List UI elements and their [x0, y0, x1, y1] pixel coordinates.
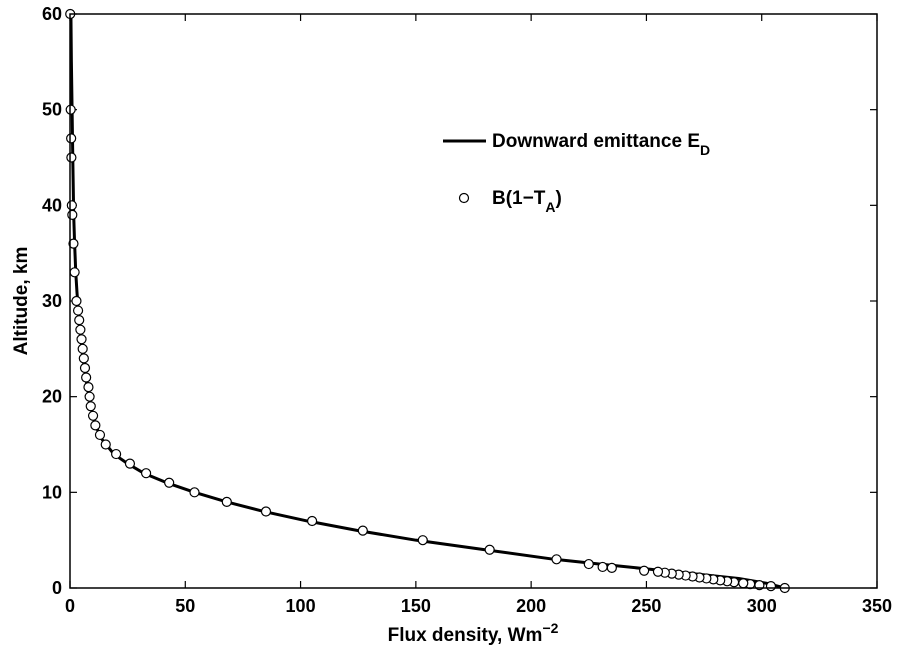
data-point-b-one-minus-ta: [221, 496, 232, 507]
legend: Downward emittance ED B(1−TA): [443, 131, 710, 215]
data-point-b-one-minus-ta: [66, 133, 77, 144]
data-point-b-one-minus-ta: [94, 429, 106, 441]
y-tick-label: 10: [42, 482, 62, 502]
data-point-b-one-minus-ta: [738, 578, 749, 589]
series-layer: [65, 8, 790, 594]
legend-label-b-one-minus-ta: B(1−TA): [492, 188, 562, 215]
data-point-b-one-minus-ta: [66, 152, 77, 163]
data-point-b-one-minus-ta: [597, 561, 608, 573]
y-tick-label: 50: [42, 100, 62, 120]
data-point-b-one-minus-ta: [68, 238, 79, 249]
data-point-b-one-minus-ta: [606, 562, 617, 574]
data-point-b-one-minus-ta: [66, 200, 77, 211]
data-point-b-one-minus-ta: [189, 487, 200, 498]
y-tick-label: 0: [52, 578, 62, 598]
data-point-b-one-minus-ta: [583, 558, 594, 570]
series-line-downward-emittance: [69, 13, 786, 590]
y-tick-label: 40: [42, 195, 62, 215]
data-point-b-one-minus-ta: [67, 209, 78, 220]
plot-area-frame: [69, 13, 878, 589]
data-point-b-one-minus-ta: [639, 565, 650, 576]
axes-layer: 0 50 100 150 200 250 300 350 0 10 20 30 40 50 60: [42, 4, 892, 616]
x-tick-label: 100: [286, 596, 316, 616]
data-point-b-one-minus-ta: [75, 324, 86, 335]
data-point-b-one-minus-ta: [87, 410, 99, 421]
data-point-b-one-minus-ta: [652, 566, 664, 577]
legend-circle-swatch: [458, 192, 470, 204]
x-axis-title: Flux density, Wm−2: [388, 620, 559, 646]
data-point-b-one-minus-ta: [417, 535, 428, 546]
data-point-b-one-minus-ta: [83, 382, 94, 393]
data-point-b-one-minus-ta: [72, 305, 84, 316]
data-point-b-one-minus-ta: [84, 391, 95, 402]
y-axis-title: Altitude, km: [11, 247, 32, 356]
x-tick-label: 250: [631, 596, 661, 616]
y-tick-label: 30: [42, 291, 62, 311]
data-point-b-one-minus-ta: [78, 353, 89, 364]
legend-close-paren: ): [555, 188, 561, 209]
data-point-b-one-minus-ta: [111, 448, 122, 460]
legend-label-downward-emittance: Downward emittance ED: [492, 131, 710, 158]
x-tick-label: 50: [175, 596, 195, 616]
data-point-b-one-minus-ta: [81, 372, 92, 383]
x-tick-label: 350: [862, 596, 892, 616]
legend-subscript-d: D: [700, 142, 710, 158]
data-point-b-one-minus-ta: [164, 477, 175, 488]
x-tick-label: 150: [401, 596, 431, 616]
x-tick-label: 0: [65, 596, 75, 616]
data-point-b-one-minus-ta: [74, 315, 85, 326]
data-point-b-one-minus-ta: [100, 439, 111, 450]
y-tick-label: 20: [42, 387, 62, 407]
data-point-b-one-minus-ta: [307, 515, 318, 527]
data-point-b-one-minus-ta: [90, 420, 101, 431]
x-tick-label: 200: [516, 596, 546, 616]
x-tick-label: 300: [747, 596, 777, 616]
data-point-b-one-minus-ta: [76, 334, 87, 345]
data-point-b-one-minus-ta: [140, 468, 152, 479]
data-point-b-one-minus-ta: [69, 267, 80, 278]
data-point-b-one-minus-ta: [551, 554, 562, 565]
data-point-b-one-minus-ta: [260, 506, 272, 517]
data-point-b-one-minus-ta: [71, 295, 82, 307]
data-point-b-one-minus-ta: [484, 544, 495, 555]
data-point-b-one-minus-ta: [79, 362, 91, 374]
data-point-b-one-minus-ta: [77, 343, 88, 354]
data-point-b-one-minus-ta: [765, 580, 777, 592]
legend-subscript-a: A: [545, 199, 555, 215]
data-point-b-one-minus-ta: [85, 401, 96, 412]
data-point-b-one-minus-ta: [357, 525, 368, 536]
y-tick-label: 60: [42, 4, 62, 24]
x-axis-title-superscript: −2: [542, 620, 558, 636]
data-point-b-one-minus-ta: [124, 458, 136, 469]
